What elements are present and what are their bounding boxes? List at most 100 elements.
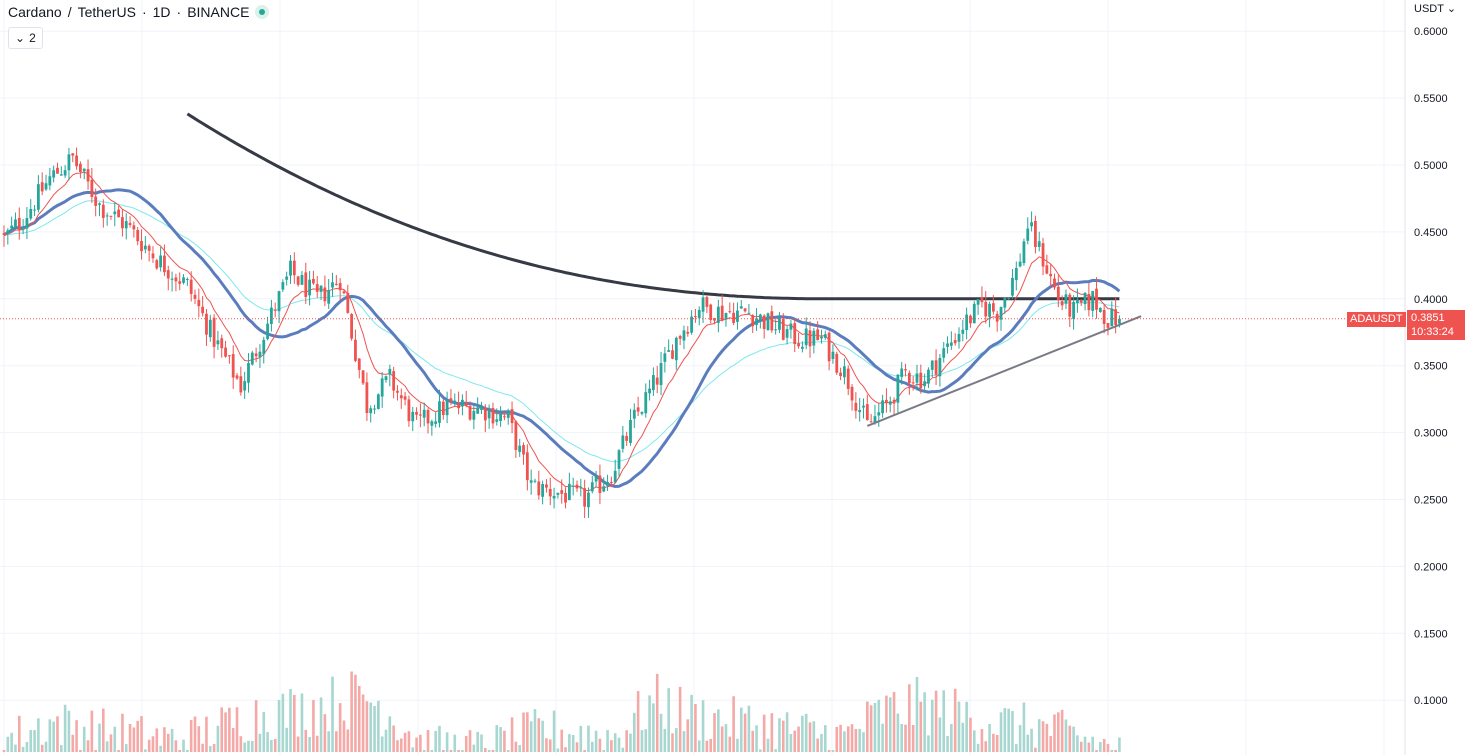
volume-bar [327, 731, 330, 752]
candle-body [17, 217, 21, 230]
candle [911, 376, 915, 391]
volume-bar [411, 747, 415, 752]
candle [949, 331, 953, 350]
candle-body [655, 377, 659, 385]
volume-bar [163, 727, 166, 752]
candle [739, 300, 743, 309]
indicators-toggle-button[interactable]: ⌄ 2 [8, 27, 43, 49]
candle [984, 291, 988, 324]
volume-bar [121, 713, 124, 752]
candle [873, 404, 877, 425]
candle-body [606, 482, 609, 486]
volume-bar [824, 725, 827, 752]
candle [63, 165, 67, 179]
volume-bar [862, 732, 865, 752]
exchange-label: BINANCE [187, 4, 250, 20]
candle-body [732, 312, 736, 324]
candle-body [254, 353, 258, 357]
candle [29, 199, 33, 221]
candle [514, 420, 518, 458]
candle [885, 388, 888, 413]
candle-body [571, 485, 575, 487]
candle [25, 207, 29, 240]
candle-body [995, 313, 999, 322]
candle [205, 308, 208, 346]
candle [904, 363, 907, 377]
candle [648, 379, 651, 401]
candle-body [189, 279, 193, 294]
volume-bar [170, 728, 174, 752]
volume-bar [304, 729, 308, 752]
currency-unit-dropdown[interactable]: USDT ⌄ [1414, 2, 1456, 15]
volume-bar [426, 730, 430, 752]
candle-body [67, 154, 71, 171]
candle-body [919, 372, 923, 389]
volume-bar [178, 750, 182, 752]
candle-body [357, 358, 361, 370]
volume-bar [705, 740, 709, 752]
candle [193, 289, 197, 305]
candle [438, 389, 441, 428]
volume-bar [1079, 741, 1083, 752]
volume-bar [961, 722, 965, 752]
symbol-separator: / [67, 4, 72, 20]
volume-bar [701, 700, 705, 752]
support-trendline [866, 315, 1142, 427]
candle-body [354, 339, 357, 361]
volume-bar [969, 717, 972, 752]
candle-body [174, 277, 178, 282]
candle [434, 412, 438, 428]
candle-body [1007, 298, 1011, 300]
interval-label[interactable]: 1D [152, 4, 171, 20]
candle [957, 327, 961, 349]
candle [567, 472, 571, 501]
volume-bar [33, 730, 36, 752]
candle-body [556, 492, 560, 495]
symbol-name[interactable]: Cardano [8, 4, 62, 20]
volume-bar [415, 737, 418, 752]
candle-body [667, 350, 671, 352]
candle [1087, 283, 1091, 317]
volume-bar [357, 685, 361, 752]
volume-bar [396, 740, 399, 752]
candle [667, 339, 671, 353]
candle [529, 469, 533, 495]
candle [1095, 277, 1098, 319]
candle-body [972, 303, 976, 324]
candle-body [315, 284, 319, 292]
volume-bar [694, 703, 697, 752]
volume-bar [942, 690, 946, 752]
candle-body [29, 208, 33, 219]
candle [487, 404, 491, 429]
candle [1034, 215, 1037, 254]
volume-bar [766, 738, 770, 752]
candle [499, 406, 502, 427]
candle [124, 213, 128, 240]
candle [732, 302, 736, 326]
volume-bar [48, 719, 52, 752]
candle [1079, 299, 1083, 306]
candle [686, 326, 690, 337]
candle-body [827, 332, 831, 362]
volume-bar [762, 714, 766, 752]
candle-body [464, 402, 468, 406]
candle-body [1003, 297, 1007, 308]
candle [625, 431, 629, 446]
candle-body [831, 351, 835, 359]
candle [468, 401, 472, 421]
candle [560, 479, 564, 504]
volume-bar [709, 738, 712, 752]
candle-body [193, 294, 197, 299]
candle [606, 474, 609, 491]
candle-body [862, 405, 865, 408]
candle [942, 341, 946, 363]
volume-bar [686, 719, 690, 752]
candle [934, 349, 938, 386]
candle-body [514, 421, 518, 450]
candle [472, 404, 476, 430]
market-status-icon[interactable] [255, 5, 270, 19]
volume-bar [522, 712, 525, 752]
candle-body [1079, 300, 1083, 303]
candle [533, 478, 537, 484]
